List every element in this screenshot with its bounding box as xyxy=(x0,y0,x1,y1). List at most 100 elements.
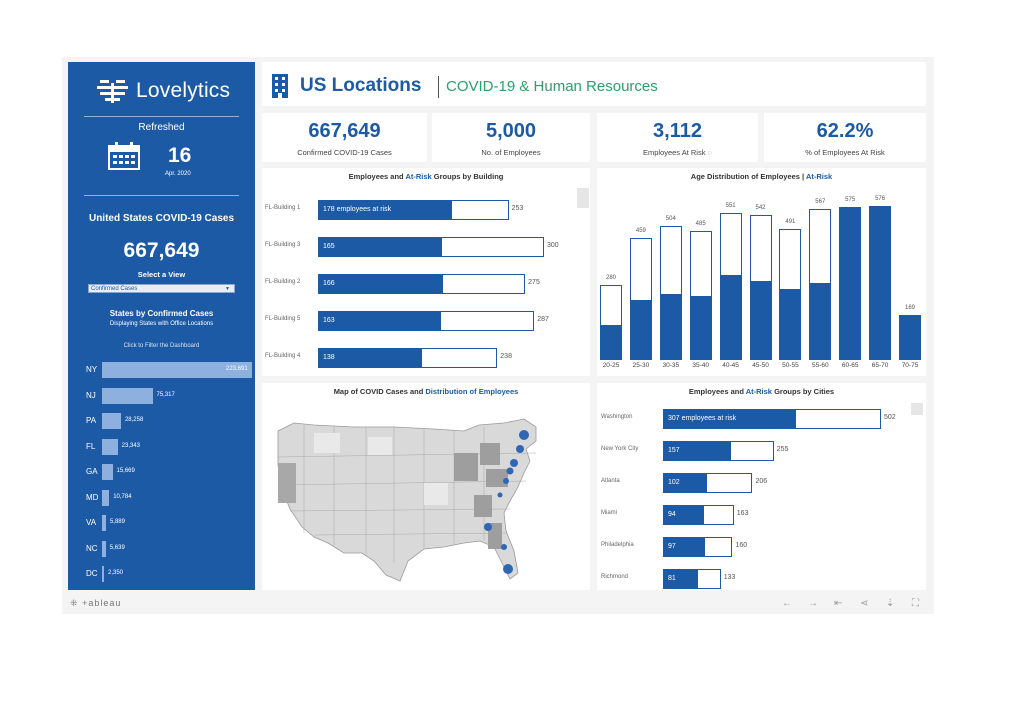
title-text: Map of COVID Cases and xyxy=(333,387,426,396)
bar-row[interactable]: FL-Building 1 178 employees at risk 253 xyxy=(262,200,590,220)
at-risk-bar[interactable] xyxy=(319,238,443,256)
at-risk-bar[interactable] xyxy=(664,474,708,492)
bar-row[interactable]: FL-Building 2 166 275 xyxy=(262,274,590,294)
fullscreen-icon[interactable]: ⛶ xyxy=(912,598,919,609)
refresh-icon[interactable]: ◌ xyxy=(707,148,713,157)
state-row[interactable]: NC 5,639 xyxy=(68,540,255,557)
state-bar[interactable] xyxy=(102,413,121,429)
age-at-risk-bar[interactable] xyxy=(870,207,891,359)
total-bar[interactable]: 165 xyxy=(318,237,544,257)
state-row[interactable]: NY 223,691 xyxy=(68,362,255,378)
state-bar[interactable] xyxy=(102,362,252,378)
state-row[interactable]: PA 28,258 xyxy=(68,413,255,429)
at-risk-label: 166 xyxy=(323,280,335,287)
bar-row[interactable]: FL-Building 5 163 287 xyxy=(262,311,590,331)
total-bar[interactable]: 178 employees at risk xyxy=(318,200,509,220)
calendar-icon xyxy=(108,142,140,170)
us-map[interactable] xyxy=(274,413,554,588)
buildings-panel: Employees and At-Risk Groups by Building… xyxy=(262,168,590,376)
age-bar[interactable] xyxy=(809,208,832,360)
age-at-risk-bar[interactable] xyxy=(601,324,621,359)
age-at-risk-bar[interactable] xyxy=(840,207,861,359)
age-bar[interactable] xyxy=(749,215,772,360)
bar-row[interactable]: FL-Building 3 165 300 xyxy=(262,237,590,257)
title-text: Employees and xyxy=(348,172,406,181)
scrollbar[interactable] xyxy=(911,403,923,415)
age-at-risk-bar[interactable] xyxy=(720,275,741,359)
age-at-risk-bar[interactable] xyxy=(750,280,771,359)
state-value: 223,691 xyxy=(226,366,248,372)
age-bar[interactable] xyxy=(689,230,712,360)
bar-row[interactable]: Miami 94 163 xyxy=(597,505,926,525)
bar-category-label: Atlanta xyxy=(601,478,620,484)
bar-row[interactable]: Atlanta 102 206 xyxy=(597,473,926,493)
total-bar[interactable]: 138 xyxy=(318,348,498,368)
at-risk-bar[interactable] xyxy=(319,275,443,293)
state-bar[interactable] xyxy=(102,566,104,582)
title-divider xyxy=(438,76,439,98)
at-risk-bar[interactable] xyxy=(319,312,441,330)
total-bar[interactable]: 94 xyxy=(663,505,734,525)
at-risk-bar[interactable] xyxy=(664,506,704,524)
state-bar[interactable] xyxy=(102,540,106,557)
total-bar[interactable]: 163 xyxy=(318,311,535,331)
total-bar[interactable]: 97 xyxy=(663,537,733,557)
state-row[interactable]: FL 23,343 xyxy=(68,438,255,455)
state-row[interactable]: NJ 75,317 xyxy=(68,387,255,404)
state-bar[interactable] xyxy=(102,464,113,480)
age-category-label: 70-75 xyxy=(901,362,919,369)
revert-icon[interactable]: ⇤ xyxy=(834,598,843,609)
age-bar[interactable] xyxy=(600,285,622,360)
at-risk-bar[interactable] xyxy=(664,442,731,460)
click-note: Click to Filter the Dashboard xyxy=(123,343,200,349)
scrollbar[interactable] xyxy=(577,188,589,208)
bar-row[interactable]: New York City 157 255 xyxy=(597,441,926,461)
total-bar[interactable]: 307 employees at risk xyxy=(663,409,881,429)
bar-category-label: Washington xyxy=(601,414,633,420)
kpi-employees-at-risk: 3,112 Employees At Risk ◌ xyxy=(597,113,758,162)
bar-row[interactable]: Washington 307 employees at risk 502 xyxy=(597,409,926,429)
at-risk-bar[interactable] xyxy=(664,570,698,588)
share-icon[interactable]: ⋖ xyxy=(860,598,869,609)
state-row[interactable]: VA 5,889 xyxy=(68,515,255,531)
age-bar[interactable] xyxy=(839,206,862,360)
undo-icon[interactable]: ← xyxy=(782,598,792,609)
state-row[interactable]: MD 10,784 xyxy=(68,489,255,506)
page-header: US Locations COVID-19 & Human Resources xyxy=(262,62,926,106)
at-risk-bar[interactable] xyxy=(664,538,705,556)
state-bar[interactable] xyxy=(102,515,106,531)
at-risk-bar[interactable] xyxy=(319,349,422,367)
age-bar[interactable] xyxy=(899,314,921,360)
age-at-risk-bar[interactable] xyxy=(660,293,681,359)
at-risk-bar[interactable] xyxy=(664,410,797,428)
bar-row[interactable]: Richmond 81 133 xyxy=(597,569,926,589)
age-bar[interactable] xyxy=(869,206,892,360)
total-bar[interactable]: 157 xyxy=(663,441,774,461)
age-bar[interactable] xyxy=(779,229,802,360)
download-icon[interactable]: ⇣ xyxy=(886,598,895,609)
total-bar[interactable]: 81 xyxy=(663,569,721,589)
age-at-risk-bar[interactable] xyxy=(690,296,711,359)
age-at-risk-bar[interactable] xyxy=(780,289,801,359)
total-bar[interactable]: 166 xyxy=(318,274,526,294)
state-bar[interactable] xyxy=(102,387,153,404)
total-label: 160 xyxy=(735,542,748,549)
bar-row[interactable]: Philadelphia 97 160 xyxy=(597,537,926,557)
age-at-risk-bar[interactable] xyxy=(810,282,831,359)
state-row[interactable]: DC 2,350 xyxy=(68,566,255,582)
total-bar[interactable]: 102 xyxy=(663,473,753,493)
bar-row[interactable]: FL-Building 4 138 238 xyxy=(262,348,590,368)
state-bar[interactable] xyxy=(102,438,118,455)
select-view-dropdown[interactable]: Confirmed Cases ▼ xyxy=(88,284,235,293)
at-risk-bar[interactable] xyxy=(319,201,452,219)
age-category-label: 60-65 xyxy=(841,362,859,369)
age-bar[interactable] xyxy=(659,225,682,360)
redo-icon[interactable]: → xyxy=(808,598,818,609)
age-at-risk-bar[interactable] xyxy=(630,299,651,359)
age-at-risk-bar[interactable] xyxy=(900,315,920,359)
state-bar[interactable] xyxy=(102,489,110,506)
age-bar-value: 567 xyxy=(815,198,826,205)
age-bar[interactable] xyxy=(629,237,652,360)
age-bar[interactable] xyxy=(719,213,742,360)
state-row[interactable]: GA 15,669 xyxy=(68,464,255,480)
